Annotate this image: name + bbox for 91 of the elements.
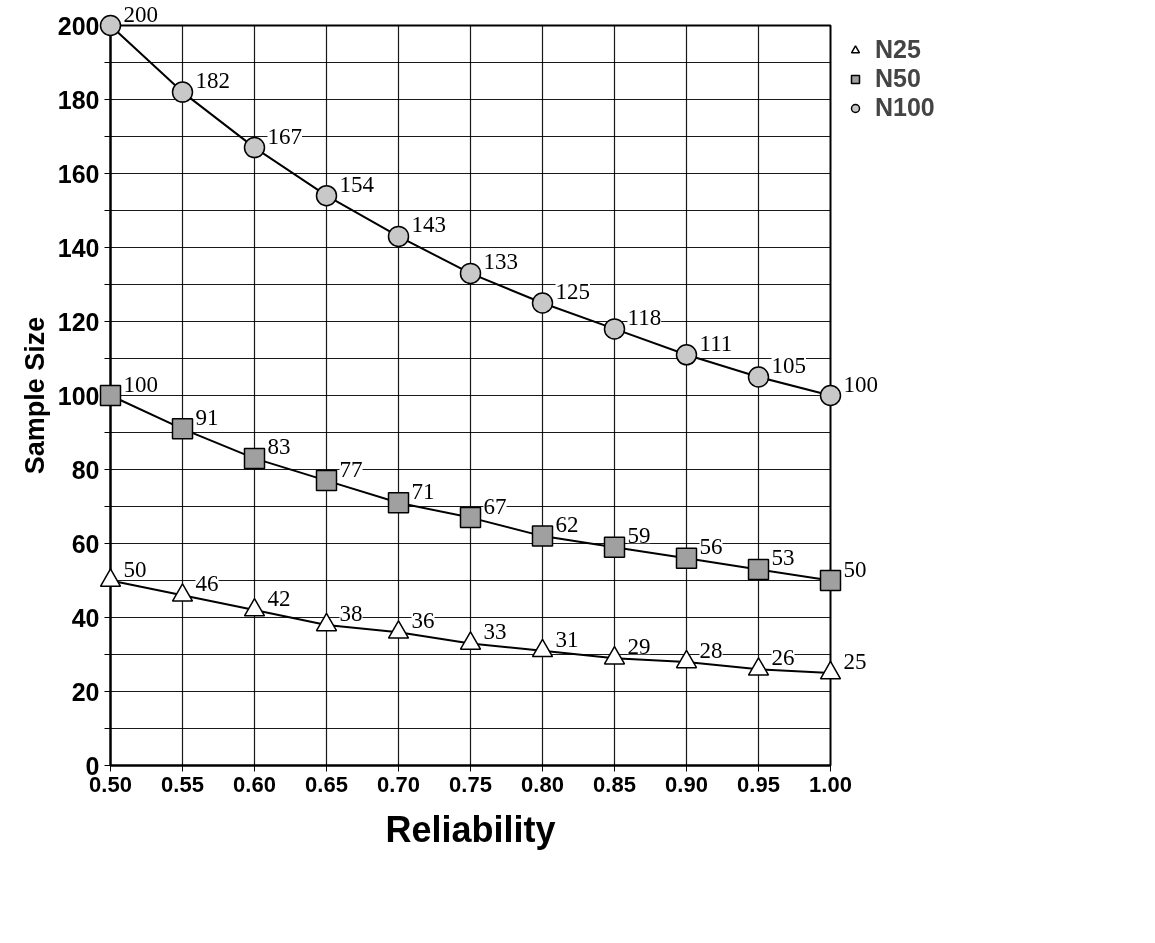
point (603, 645, 626, 665)
point (747, 366, 770, 388)
y-tick-label: 100 (57, 381, 100, 410)
y-tick-label: 120 (57, 307, 100, 336)
data-label: 42 (267, 586, 291, 612)
point (603, 318, 626, 340)
data-label: 50 (123, 556, 147, 582)
data-label: 67 (483, 493, 507, 519)
data-label: 50 (843, 556, 867, 582)
data-label: 28 (699, 637, 723, 663)
point (675, 649, 698, 669)
point (99, 568, 122, 588)
x-tick-label: 1.00 (809, 771, 852, 797)
point (459, 262, 482, 285)
data-label: 200 (123, 1, 158, 27)
data-label: 133 (483, 249, 518, 275)
point (819, 384, 842, 407)
data-label: 125 (555, 279, 590, 304)
x-tick-label: 0.95 (737, 771, 780, 797)
point (171, 81, 194, 103)
point (675, 344, 698, 366)
x-tick-label: 0.85 (593, 771, 636, 797)
point (747, 558, 770, 581)
data-label: 111 (699, 330, 733, 356)
y-tick-label: 40 (71, 603, 100, 632)
point (531, 525, 554, 547)
y-tick-label: 160 (57, 159, 100, 188)
x-tick-label: 0.55 (161, 771, 204, 797)
data-label: 38 (339, 600, 363, 626)
point (819, 660, 842, 680)
data-label: 59 (627, 523, 651, 549)
point (531, 638, 554, 658)
y-tick-label: 80 (71, 455, 100, 484)
y-tick-label: 60 (71, 529, 100, 558)
data-label: 182 (195, 68, 230, 94)
data-label: 53 (771, 545, 795, 571)
data-label: 143 (411, 212, 446, 238)
data-label: 31 (555, 626, 579, 652)
data-label: 26 (771, 645, 795, 671)
point (387, 620, 410, 639)
point (99, 14, 122, 37)
data-label: 71 (411, 478, 435, 504)
data-label: 25 (843, 649, 867, 674)
y-tick-label: 20 (71, 677, 100, 706)
data-label: 167 (267, 123, 302, 149)
y-tick-label: 200 (57, 11, 100, 40)
point (819, 569, 842, 592)
data-label: 91 (195, 404, 219, 430)
point (603, 536, 626, 558)
y-tick-label: 180 (57, 85, 100, 114)
data-label: 118 (627, 304, 662, 330)
point (459, 631, 482, 650)
point (531, 292, 554, 314)
x-tick-label: 0.65 (305, 771, 348, 797)
x-tick-label: 0.80 (521, 771, 564, 797)
legend-label: N50 (875, 64, 921, 93)
data-label: 46 (195, 571, 219, 597)
point (459, 506, 482, 529)
point (387, 225, 410, 248)
point (747, 657, 770, 676)
data-label: 83 (267, 434, 291, 460)
legend-label: N25 (875, 35, 921, 64)
data-label: 33 (483, 619, 507, 645)
y-tick-label: 140 (57, 233, 100, 262)
data-label: 154 (339, 171, 375, 197)
x-tick-label: 0.60 (233, 771, 276, 797)
point (243, 136, 266, 159)
data-label: 56 (699, 534, 723, 560)
data-label: 29 (627, 634, 651, 660)
point (315, 184, 338, 207)
y-axis-title: Sample Size (19, 316, 50, 475)
x-tick-label: 0.90 (665, 771, 708, 797)
data-label: 77 (339, 456, 363, 482)
point (243, 597, 266, 617)
point (675, 547, 698, 570)
x-axis-title: Reliability (385, 808, 556, 850)
point (315, 469, 338, 492)
data-label: 100 (843, 371, 878, 397)
point (171, 418, 194, 440)
legend-label: N100 (875, 93, 935, 122)
data-label: 100 (123, 371, 158, 397)
point (315, 612, 338, 632)
data-label: 105 (771, 353, 806, 378)
x-tick-label: 0.75 (449, 771, 492, 797)
point (243, 447, 266, 470)
data-label: 62 (555, 512, 579, 538)
x-tick-label: 0.70 (377, 771, 420, 797)
point (171, 583, 194, 602)
data-label: 36 (411, 608, 435, 634)
point (99, 384, 122, 407)
point (387, 492, 410, 514)
